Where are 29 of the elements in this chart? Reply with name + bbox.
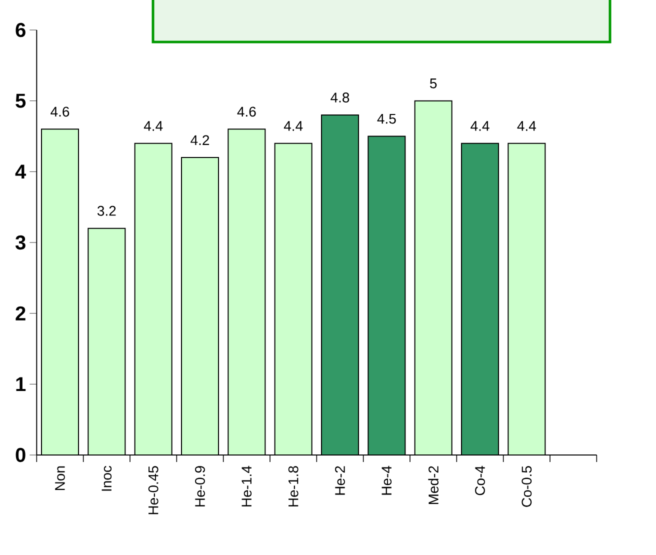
data-label: 5 <box>430 78 437 88</box>
data-label: 4.4 <box>144 121 163 131</box>
x-tick-label: Co-4 <box>475 466 485 496</box>
x-tick-label: He-1.4 <box>242 466 252 506</box>
x-tick-label: Co-0.5 <box>522 466 532 507</box>
x-tick-label: He-0.9 <box>195 466 205 506</box>
x-tick-label: He-4 <box>382 466 392 495</box>
data-label: 4.2 <box>190 135 210 145</box>
data-label: 4.4 <box>517 121 536 131</box>
x-tick-label: Non <box>55 466 65 490</box>
y-tick-label: 5 <box>16 94 26 108</box>
data-label: 4.4 <box>284 121 303 131</box>
y-tick-label: 4 <box>15 164 26 179</box>
x-tick-label: He-2 <box>335 466 345 495</box>
x-tick-label: He-1.8 <box>288 466 298 506</box>
x-tick-label: Inoc <box>102 466 112 491</box>
data-label: 4.4 <box>470 121 490 131</box>
data-label: 3.2 <box>97 206 116 216</box>
data-label: 4.8 <box>330 92 350 102</box>
data-label: 4.6 <box>50 106 70 117</box>
data-label: 4.6 <box>237 106 256 117</box>
y-tick-label: 6 <box>16 22 26 38</box>
data-label: 4.5 <box>377 114 396 124</box>
y-tick-label: 1 <box>16 377 26 392</box>
y-tick-label: 3 <box>15 235 26 250</box>
y-tick-label: 2 <box>16 306 26 320</box>
y-tick-label: 0 <box>16 448 26 462</box>
x-tick-label: Med-2 <box>428 466 438 504</box>
x-tick-label: He-0.45 <box>148 466 158 514</box>
